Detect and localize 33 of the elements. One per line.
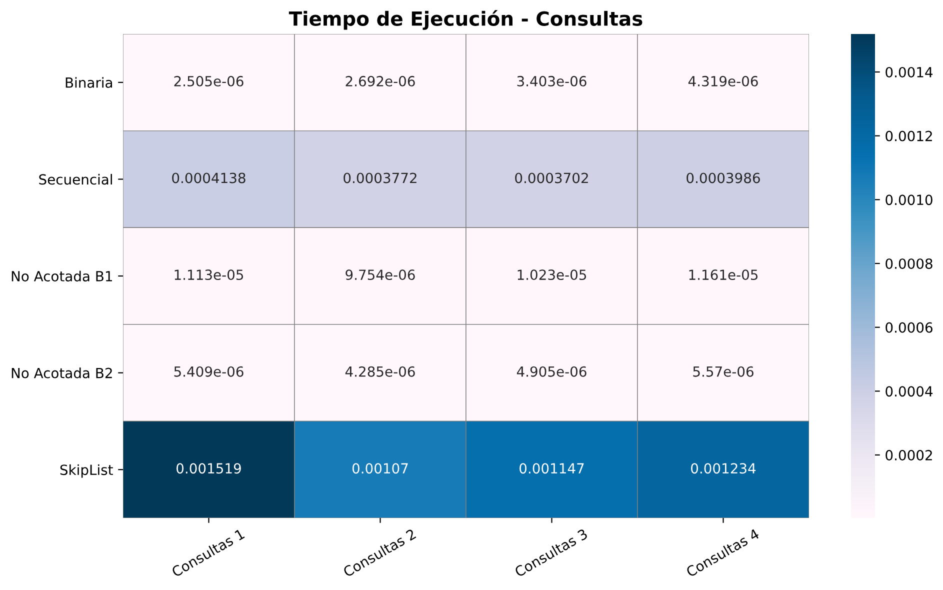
data-label: 3.403e-06 — [517, 76, 586, 86]
data-label: 5.57e-06 — [693, 366, 754, 377]
data-label: 2.505e-06 — [174, 76, 244, 86]
y-tick-label: Binaria — [66, 77, 112, 88]
color-bar-label: 0.0010 — [886, 194, 932, 206]
color-bar-label: 0.0008 — [886, 258, 932, 269]
data-label: 4.319e-06 — [688, 76, 758, 86]
chart-title: Tiempo de Ejecución - Consultas — [288, 10, 642, 30]
data-label: 0.001234 — [691, 463, 756, 474]
y-tick-label: SkipList — [60, 464, 113, 478]
data-label: 0.00107 — [352, 463, 408, 474]
data-label: 4.285e-06 — [345, 366, 415, 377]
data-label: 0.001519 — [176, 463, 241, 474]
data-label: 4.905e-06 — [516, 366, 586, 377]
y-tick-label: Secuencial — [39, 174, 112, 185]
data-label: 1.113e-05 — [174, 270, 244, 280]
color-bar-label: 0.0004 — [886, 386, 933, 397]
y-tick-label: No Acotada B1 — [12, 270, 112, 282]
data-label: 9.754e-06 — [346, 270, 415, 280]
data-label: 2.692e-06 — [346, 76, 415, 86]
color-bar-label: 0.0002 — [886, 450, 932, 460]
data-label: 1.161e-05 — [689, 270, 758, 280]
data-label: 1.023e-05 — [518, 270, 586, 280]
data-label: 0.0003986 — [686, 172, 760, 184]
data-label: 0.001147 — [520, 463, 584, 474]
data-label: 0.0003772 — [344, 172, 416, 184]
color-bar-label: 0.0006 — [886, 322, 932, 333]
data-label: 5.409e-06 — [174, 366, 244, 377]
color-bar-label: 0.0014 — [886, 66, 933, 78]
data-label: 0.0004138 — [172, 172, 246, 184]
data-label: 0.0003702 — [515, 172, 588, 184]
y-tick-label: No Acotada B2 — [12, 368, 112, 378]
color-bar-label: 0.0012 — [886, 130, 932, 142]
